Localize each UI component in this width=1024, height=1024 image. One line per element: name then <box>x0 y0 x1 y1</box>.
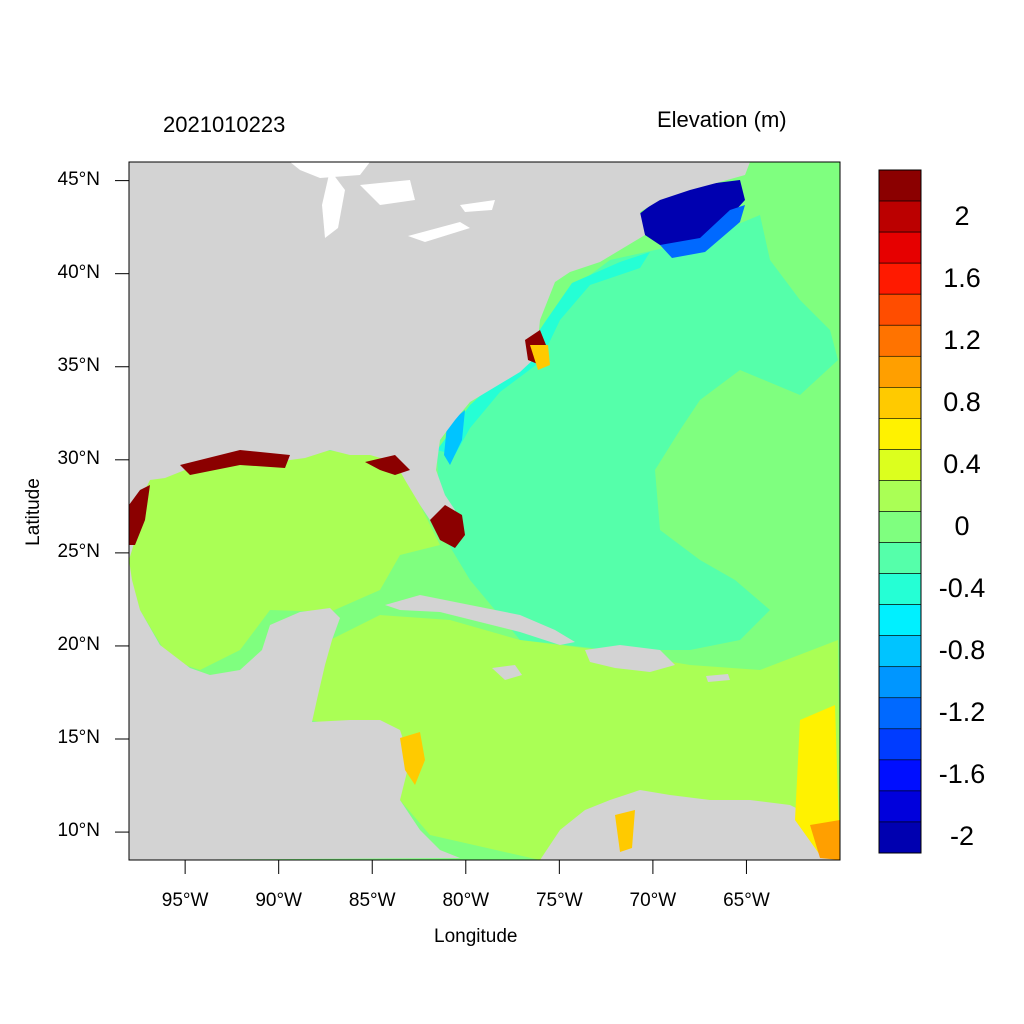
lon-tick-label: 70°W <box>629 890 677 911</box>
lat-tick-label: 45°N <box>57 168 100 190</box>
lon-tick-label: 90°W <box>255 890 302 911</box>
colorbar-swatch <box>878 759 922 792</box>
lake-ontario <box>460 200 495 212</box>
gulf-of-maine-edge <box>660 205 745 258</box>
date-label: 2021010223 <box>163 112 286 137</box>
lon-tick-label: 95°W <box>161 890 209 911</box>
colorbar-label: -1.2 <box>938 697 986 728</box>
colorbar-label: 0.4 <box>943 448 981 479</box>
colorbar-swatch <box>878 635 922 668</box>
louisiana-surge-area <box>180 450 290 475</box>
lon-tick-label: 80°W <box>442 890 490 911</box>
lake-superior <box>290 162 370 178</box>
cuba-island <box>385 595 575 645</box>
hispaniola-island <box>585 645 675 672</box>
lake-erie <box>408 222 470 242</box>
texas-surge-area <box>129 485 150 545</box>
puerto-rico-island <box>706 674 730 682</box>
gulf-of-mexico-area <box>129 450 440 670</box>
orinoco-delta-area <box>810 820 840 860</box>
south-america-landmass <box>540 790 840 860</box>
lon-tick-label: 65°W <box>723 890 770 911</box>
colorbar-swatch <box>878 573 922 605</box>
colorbar-swatch <box>878 169 922 202</box>
big-bend-surge-area <box>365 455 410 475</box>
lake-michigan <box>322 170 345 238</box>
y-axis-title: Latitude <box>23 478 44 546</box>
colorbar-swatch <box>878 231 922 264</box>
jamaica-island <box>492 665 522 680</box>
colorbar-label: -1.6 <box>938 759 986 790</box>
colorbar-swatch <box>878 604 922 636</box>
colorbar-label: 0 <box>954 511 970 542</box>
colorbar-label: -0.4 <box>938 573 986 604</box>
colorbar-swatch <box>878 697 922 730</box>
colorbar-swatch <box>878 821 922 854</box>
colorbar-frame <box>878 169 922 854</box>
colorbar-swatch <box>878 200 922 233</box>
colorbar-swatch <box>878 666 922 699</box>
colorbar-swatch <box>878 262 922 295</box>
colorbar-label: -2 <box>949 821 974 852</box>
colorbar-swatch <box>878 511 922 543</box>
mexico-central-america-landmass <box>129 560 460 860</box>
orinoco-coast-area <box>795 705 840 860</box>
colorbar-label: 0.8 <box>943 386 981 417</box>
x-axis-title: Longitude <box>434 926 518 947</box>
colorbar-label: 1.6 <box>943 262 981 293</box>
lake-maracaibo-area <box>615 810 635 852</box>
colorbar-swatch <box>878 542 922 574</box>
lake-huron <box>360 180 415 205</box>
variable-title: Elevation (m) <box>657 107 787 132</box>
colorbar-label: 2 <box>954 200 970 231</box>
lat-tick-label: 10°N <box>57 820 100 842</box>
colorbar-swatch <box>878 449 922 481</box>
florida-surge-area <box>430 505 465 548</box>
colorbar-swatch <box>878 728 922 761</box>
map-panel <box>128 161 841 861</box>
axis-ticks <box>115 180 747 874</box>
lat-tick-label: 40°N <box>57 261 100 283</box>
colorbar-swatch <box>878 480 922 512</box>
atlantic-depression-area <box>437 215 838 650</box>
lat-tick-label: 30°N <box>57 447 100 469</box>
lon-tick-label: 75°W <box>535 890 583 911</box>
lat-tick-label: 25°N <box>57 540 100 562</box>
colorbar-swatch <box>878 324 922 357</box>
lat-tick-label: 15°N <box>57 727 100 748</box>
lon-tick-label: 85°W <box>348 890 396 911</box>
colorbar <box>878 169 922 854</box>
colorbar-swatch <box>878 387 922 419</box>
colorbar-swatch <box>878 293 922 326</box>
lat-tick-label: 20°N <box>57 633 100 655</box>
nicaragua-coast-area <box>400 732 425 785</box>
map-frame <box>128 161 841 861</box>
colorbar-swatch <box>878 790 922 823</box>
colorbar-swatch <box>878 418 922 450</box>
lat-tick-label: 35°N <box>57 354 100 376</box>
pamlico-sound-area <box>530 345 550 370</box>
colorbar-label: -0.8 <box>938 635 986 666</box>
colorbar-label: 1.2 <box>943 324 981 355</box>
colorbar-swatch <box>878 355 922 388</box>
